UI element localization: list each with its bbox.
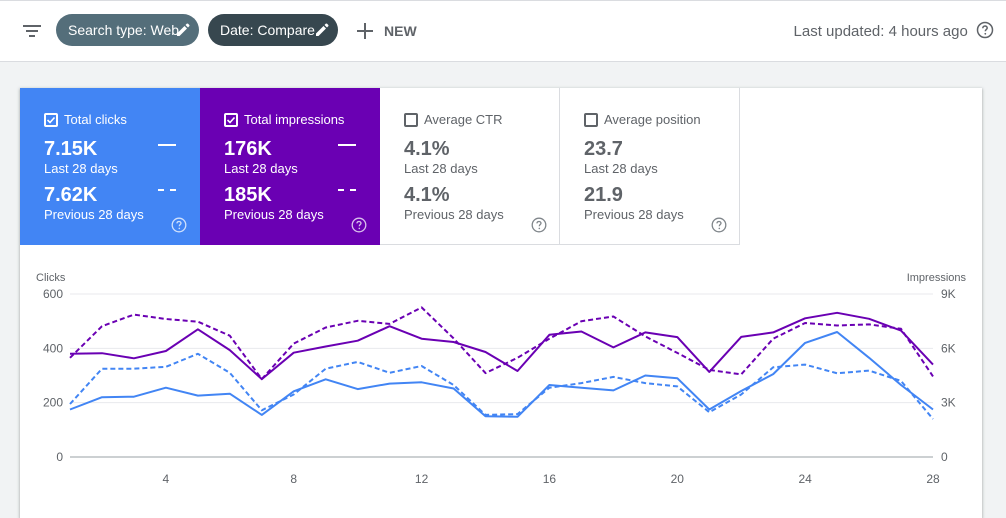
top-toolbar: Search type: Web Date: Compare NEW Last … <box>0 0 1006 62</box>
search-type-chip-label: Search type: Web <box>68 22 180 38</box>
edit-icon <box>177 23 190 36</box>
x-tick-label: 28 <box>926 472 940 486</box>
metric-period: Last 28 days <box>224 161 298 176</box>
series-line-right-solid <box>69 311 934 381</box>
search-type-chip[interactable]: Search type: Web <box>56 14 199 46</box>
metric-prev-value: 21.9 <box>584 184 623 206</box>
y-tick-label-right: 9K <box>941 287 956 301</box>
x-tick-label: 16 <box>543 472 557 486</box>
help-icon[interactable] <box>711 217 727 233</box>
metric-period: Last 28 days <box>584 161 658 176</box>
x-tick-label: 20 <box>671 472 685 486</box>
checkbox-unchecked[interactable] <box>584 113 598 127</box>
solid-line-legend <box>158 144 176 146</box>
metric-prev-value: 4.1% <box>404 184 450 206</box>
y-tick-label-right: 6K <box>941 341 956 355</box>
solid-line-legend <box>338 144 356 146</box>
checkbox-checked[interactable] <box>224 113 238 127</box>
performance-chart: 600 9K 400 6K 200 3K 0 0 Clicks Impressions 4 8 12 16… <box>36 272 967 486</box>
series-line-left-dashed <box>69 352 934 420</box>
y-tick-label-left: 600 <box>43 287 63 301</box>
help-icon[interactable] <box>976 21 994 39</box>
new-button-label: NEW <box>384 23 417 39</box>
metric-label: Average CTR <box>424 112 503 127</box>
y-axis-label-left: Clicks <box>36 272 66 284</box>
y-tick-label-left: 200 <box>43 396 63 410</box>
series-line-right-dashed <box>69 306 934 381</box>
help-icon[interactable] <box>531 217 547 233</box>
filter-icon[interactable] <box>22 21 42 41</box>
checkbox-unchecked[interactable] <box>404 113 418 127</box>
total-clicks-tile[interactable]: Total clicks 7.15K Last 28 days 7.62K Pr… <box>20 88 200 245</box>
metric-label: Average position <box>604 112 701 127</box>
help-icon[interactable] <box>171 217 187 233</box>
x-tick-label: 12 <box>415 472 429 486</box>
metric-value: 4.1% <box>404 138 450 160</box>
metric-value: 176K <box>224 138 272 160</box>
check-icon <box>226 116 236 124</box>
plus-icon <box>357 23 373 39</box>
average-position-tile[interactable]: Average position 23.7 Last 28 days 21.9 … <box>560 88 740 245</box>
y-tick-label-left: 400 <box>43 341 63 355</box>
date-compare-chip[interactable]: Date: Compare <box>208 14 338 46</box>
performance-card: Total clicks 7.15K Last 28 days 7.62K Pr… <box>20 88 982 518</box>
metric-prev-period: Previous 28 days <box>584 207 684 222</box>
metric-prev-period: Previous 28 days <box>404 207 504 222</box>
metric-prev-value: 185K <box>224 184 272 206</box>
y-axis-label-right: Impressions <box>907 272 967 284</box>
total-impressions-tile[interactable]: Total impressions 176K Last 28 days 185K… <box>200 88 380 245</box>
x-tick-label: 8 <box>290 472 297 486</box>
checkbox-checked[interactable] <box>44 113 58 127</box>
metric-period: Last 28 days <box>44 161 118 176</box>
metric-value: 23.7 <box>584 138 623 160</box>
metric-prev-period: Previous 28 days <box>44 207 144 222</box>
x-tick-label: 4 <box>163 472 170 486</box>
y-tick-label-left: 0 <box>56 450 63 464</box>
new-filter-button[interactable]: NEW <box>354 17 417 45</box>
last-updated: Last updated: 4 hours ago <box>794 21 994 40</box>
check-icon <box>46 116 56 124</box>
metric-value: 7.15K <box>44 138 98 160</box>
y-tick-label-right: 0 <box>941 450 948 464</box>
average-ctr-tile[interactable]: Average CTR 4.1% Last 28 days 4.1% Previ… <box>380 88 560 245</box>
edit-icon <box>316 23 329 36</box>
dashed-line-legend <box>158 189 176 191</box>
date-chip-label: Date: Compare <box>220 22 315 38</box>
metric-prev-value: 7.62K <box>44 184 98 206</box>
metric-label: Total impressions <box>244 112 345 127</box>
dashed-line-legend <box>338 189 356 191</box>
help-icon[interactable] <box>351 217 367 233</box>
series-line-left-solid <box>69 331 934 418</box>
y-tick-label-right: 3K <box>941 396 956 410</box>
metric-period: Last 28 days <box>404 161 478 176</box>
metric-label: Total clicks <box>64 112 127 127</box>
last-updated-text: Last updated: 4 hours ago <box>793 23 968 40</box>
metric-prev-period: Previous 28 days <box>224 207 324 222</box>
x-tick-label: 24 <box>798 472 812 486</box>
